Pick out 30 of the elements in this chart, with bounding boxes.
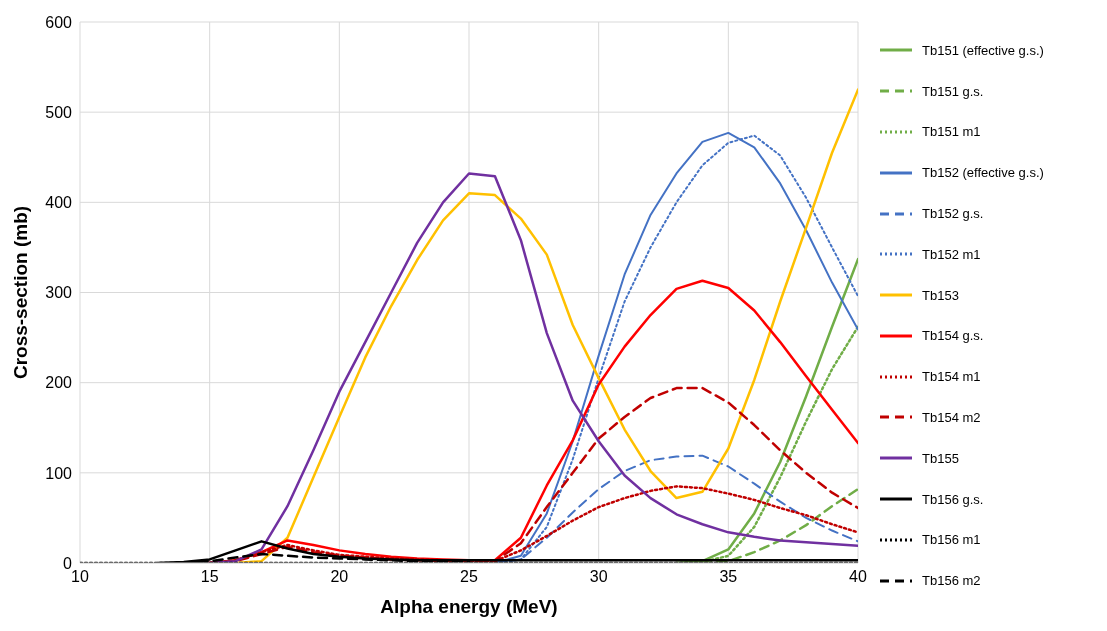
legend-label: Tb153 [922,287,959,303]
legend-label: Tb154 m1 [922,369,981,385]
x-tick-label: 40 [849,568,867,586]
x-tick-label: 10 [71,568,89,586]
legend-label: Tb151 (effective g.s.) [922,42,1044,58]
y-tick-label: 300 [45,284,73,302]
x-tick-label: 25 [460,568,478,586]
y-tick-label: 400 [45,194,73,212]
legend-label: Tb155 [922,450,959,466]
legend-label: Tb154 g.s. [922,328,984,344]
y-tick-label: 200 [45,374,73,392]
y-tick-label: 600 [45,13,73,31]
legend-label: Tb154 m2 [922,409,981,425]
legend-label: Tb152 m1 [922,246,981,262]
legend-label: Tb156 m2 [922,573,981,589]
y-axis-title: Cross-section (mb) [9,205,31,380]
x-tick-label: 35 [719,568,738,586]
x-tick-label: 30 [589,568,608,586]
y-tick-label: 500 [45,103,73,121]
x-tick-label: 20 [330,568,349,586]
x-axis-title: Alpha energy (MeV) [380,596,558,617]
x-tick-label: 15 [200,568,219,586]
legend-label: Tb151 m1 [922,124,981,140]
legend-label: Tb156 g.s. [922,491,984,507]
legend-label: Tb152 g.s. [922,206,984,221]
legend-label: Tb156 m1 [922,532,981,548]
legend-label: Tb151 g.s. [922,83,984,99]
y-tick-label: 100 [45,464,73,482]
legend-label: Tb152 (effective g.s.) [922,165,1044,181]
y-tick-label: 0 [63,554,73,572]
